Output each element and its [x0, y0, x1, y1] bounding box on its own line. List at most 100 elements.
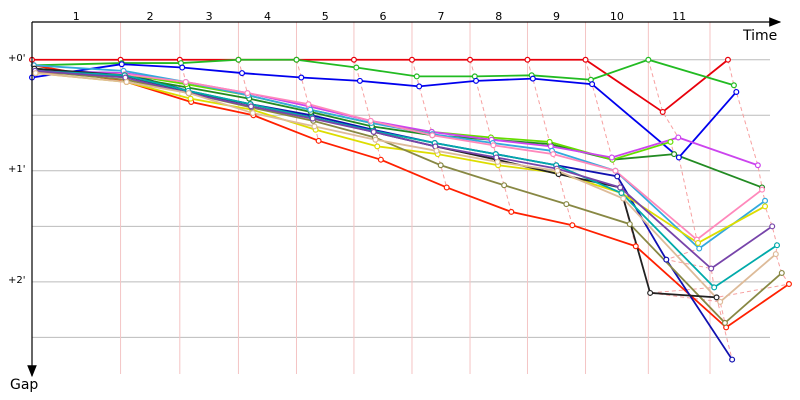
x-tick-label: 2	[147, 10, 154, 23]
point	[724, 56, 731, 63]
point	[350, 56, 357, 63]
point	[248, 103, 255, 110]
series-line	[34, 69, 778, 289]
series-line	[33, 64, 790, 329]
point	[443, 184, 450, 191]
series-line	[34, 67, 763, 189]
series-line	[33, 64, 766, 250]
series-line	[34, 69, 783, 325]
point	[244, 90, 251, 97]
point	[778, 269, 785, 276]
point	[32, 70, 39, 77]
point	[721, 319, 728, 326]
point	[582, 56, 589, 63]
point	[307, 106, 314, 113]
point	[494, 158, 501, 165]
point	[675, 134, 682, 141]
point	[671, 151, 678, 158]
point	[663, 256, 670, 263]
point	[367, 117, 374, 124]
point	[772, 251, 779, 258]
point	[717, 298, 724, 305]
x-tick-label: 8	[495, 10, 502, 23]
point	[372, 136, 379, 143]
point	[179, 64, 186, 71]
point	[187, 95, 194, 102]
series-line	[35, 72, 766, 245]
point	[708, 265, 715, 272]
point	[759, 186, 766, 193]
point	[508, 208, 515, 215]
y-tick-label: +2'	[8, 275, 26, 286]
series-line	[33, 58, 735, 87]
point	[123, 78, 130, 85]
point	[501, 182, 508, 189]
point	[730, 82, 737, 89]
point	[569, 222, 576, 229]
point	[377, 156, 384, 163]
point	[713, 294, 720, 301]
point	[659, 108, 666, 115]
x-tick-label: 11	[672, 10, 686, 23]
point	[249, 110, 256, 117]
x-axis-title: Time	[742, 28, 777, 44]
point	[785, 281, 792, 288]
x-tick-label: 5	[322, 10, 329, 23]
point	[617, 184, 624, 191]
point	[774, 242, 781, 249]
series-line	[32, 58, 729, 114]
point	[675, 154, 682, 161]
point	[356, 77, 363, 84]
point	[298, 74, 305, 81]
point	[437, 162, 444, 169]
point	[239, 70, 246, 77]
point	[667, 138, 674, 145]
x-tick-label: 4	[264, 10, 271, 23]
point	[620, 195, 627, 202]
point	[467, 56, 474, 63]
point	[311, 123, 318, 130]
point	[416, 83, 423, 90]
lap-connectors	[31, 59, 790, 360]
point	[293, 56, 300, 63]
point	[754, 162, 761, 169]
point	[374, 143, 381, 150]
point	[769, 223, 776, 230]
point	[473, 77, 480, 84]
point	[490, 142, 497, 149]
series-line	[35, 72, 777, 304]
x-tick-label: 9	[553, 10, 560, 23]
point	[612, 167, 619, 174]
y-tick-label: +1'	[8, 164, 26, 175]
point	[733, 88, 740, 95]
y-tick-label: +0'	[8, 53, 26, 64]
point	[696, 245, 703, 252]
point	[589, 81, 596, 88]
x-tick-label: 6	[379, 10, 386, 23]
point	[429, 132, 436, 139]
point	[118, 61, 125, 68]
point	[647, 289, 654, 296]
point	[711, 284, 718, 291]
point	[433, 147, 440, 154]
x-tick-label: 1	[73, 10, 80, 23]
point	[729, 356, 736, 363]
point	[305, 101, 312, 108]
point	[618, 190, 625, 197]
point	[309, 115, 316, 122]
point	[524, 56, 531, 63]
point	[550, 151, 557, 158]
point	[408, 56, 415, 63]
point	[235, 56, 242, 63]
point	[614, 173, 621, 180]
lap-connector	[715, 59, 790, 360]
point	[695, 239, 702, 246]
point	[645, 56, 652, 63]
series-line	[35, 72, 763, 241]
point	[563, 201, 570, 208]
point	[370, 128, 377, 135]
series-line	[31, 63, 737, 159]
x-tick-label: 3	[206, 10, 213, 23]
y-axis-title: Gap	[10, 377, 38, 393]
